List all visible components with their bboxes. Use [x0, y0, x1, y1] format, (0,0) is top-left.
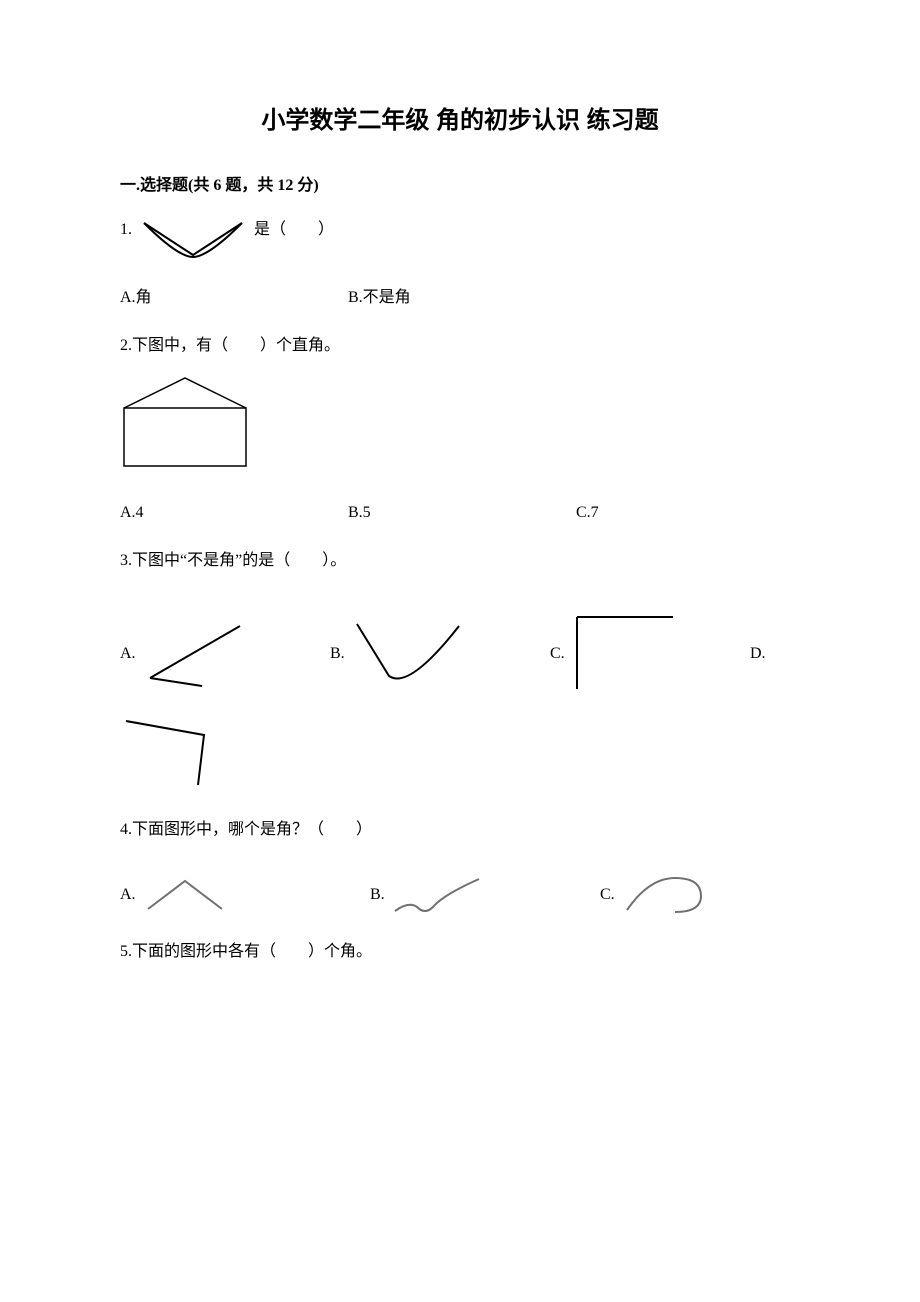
q2-option-a: A.4 — [120, 500, 144, 526]
curve-icon — [349, 618, 469, 688]
loop-shape-icon — [619, 874, 709, 916]
caret-shape-icon — [140, 875, 230, 915]
q4-figure-b — [389, 873, 489, 917]
q4-option-b-label: B. — [370, 882, 385, 908]
house-shape-icon — [120, 372, 250, 472]
q2-option-b: B.5 — [348, 500, 371, 526]
q1-figure — [138, 217, 248, 259]
q2-option-c: C.7 — [576, 500, 599, 526]
q3-option-d-label: D. — [750, 641, 766, 667]
q3-figure-d — [120, 711, 800, 791]
acute-angle-icon — [140, 618, 250, 688]
section-1-header: 一.选择题(共 6 题，共 12 分) — [120, 171, 800, 195]
q4-option-c-label: C. — [600, 882, 615, 908]
q2-figure — [120, 372, 800, 472]
q3-option-a-label: A. — [120, 641, 136, 667]
q4-text: 4.下面图形中，哪个是角？（ ） — [120, 817, 800, 843]
q3-option-c-label: C. — [550, 641, 565, 667]
question-4: 4.下面图形中，哪个是角？（ ） A. B. C. — [120, 817, 800, 917]
bent-line-icon — [120, 711, 240, 791]
q3-figure-b — [349, 618, 469, 688]
question-3: 3.下图中“不是角”的是（ ）。 A. B. C. — [120, 548, 800, 792]
q3-text: 3.下图中“不是角”的是（ ）。 — [120, 548, 800, 574]
right-angle-icon — [569, 613, 679, 693]
question-5: 5.下面的图形中各有（ ）个角。 — [120, 939, 800, 965]
question-2: 2.下图中，有（ ）个直角。 A.4 B.5 C.7 — [120, 333, 800, 526]
page-title: 小学数学二年级 角的初步认识 练习题 — [120, 100, 800, 135]
q2-text: 2.下图中，有（ ）个直角。 — [120, 333, 800, 359]
q3-figure-c — [569, 613, 679, 693]
squiggle-icon — [389, 873, 489, 917]
q4-option-a-label: A. — [120, 882, 136, 908]
q3-option-b-label: B. — [330, 641, 345, 667]
q4-figure-a — [140, 875, 230, 915]
q1-suffix: 是（ ） — [254, 217, 334, 243]
q1-option-a: A.角 — [120, 285, 152, 311]
q1-option-b: B.不是角 — [348, 285, 411, 311]
q5-text: 5.下面的图形中各有（ ）个角。 — [120, 939, 800, 965]
q3-figure-a — [140, 618, 250, 688]
question-1: 1. 是（ ） A.角 B.不是角 — [120, 217, 800, 311]
q1-prefix: 1. — [120, 217, 132, 243]
q4-figure-c — [619, 874, 709, 916]
angle-v-icon — [138, 217, 248, 259]
